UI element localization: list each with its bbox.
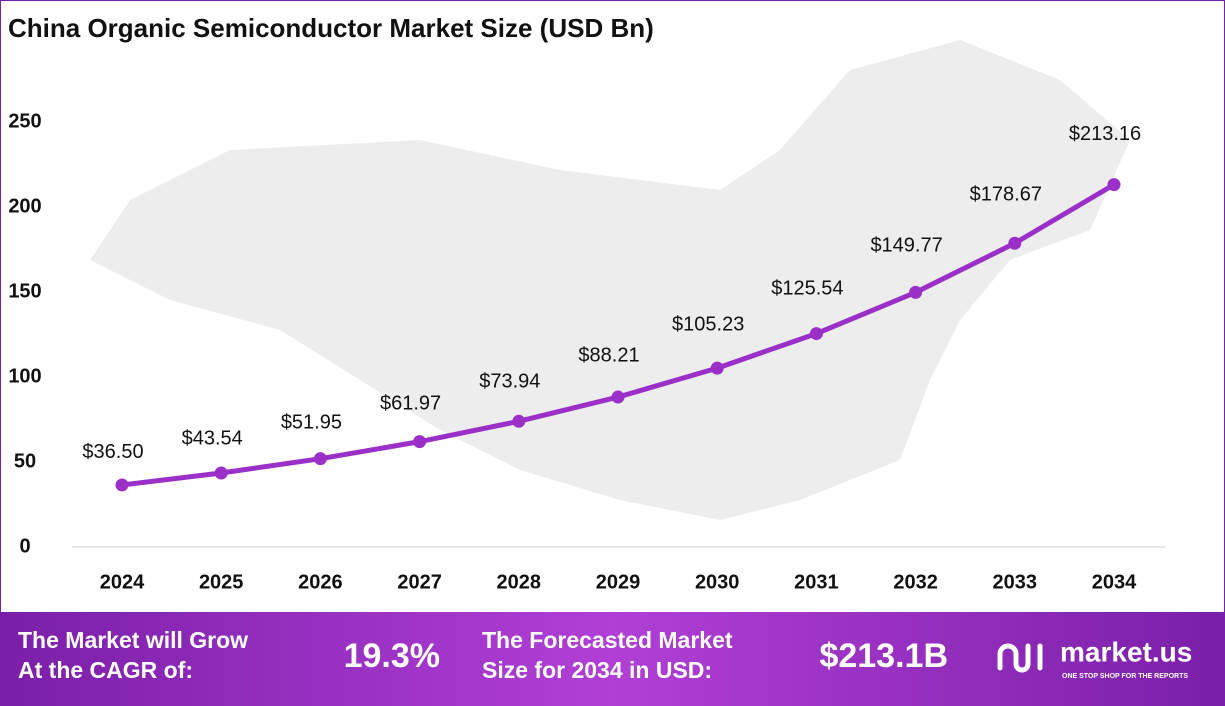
y-tick-label: 0 [19,535,30,557]
value-label: $178.67 [970,183,1042,205]
point [611,390,625,404]
cagr-value: 19.3% [344,637,440,675]
x-tick-label: 2034 [1092,571,1137,593]
point [313,452,327,466]
y-tick-label: 150 [8,280,41,302]
x-tick-label: 2028 [497,571,542,593]
forecast-label: Size for 2034 in USD: [482,657,712,683]
tagline: ONE STOP SHOP FOR THE REPORTS [1062,673,1188,680]
point [710,361,724,375]
value-label: $88.21 [578,344,639,366]
x-tick-label: 2025 [199,571,244,593]
value-label: $43.54 [182,427,243,449]
point [214,466,228,480]
point [512,414,526,428]
y-tick-label: 100 [8,365,41,387]
cagr-label: The Market will Grow [18,627,248,653]
point [909,285,923,299]
point [1008,236,1022,250]
brand-logo [997,643,1043,673]
value-label: $51.95 [281,411,342,433]
x-tick-label: 2027 [397,571,442,593]
value-label: $36.50 [82,441,143,463]
y-tick-label: 200 [8,195,41,217]
y-tick-label: 50 [14,450,36,472]
forecast-label: The Forecasted Market [482,627,733,653]
point [809,327,823,341]
x-tick-label: 2033 [993,571,1038,593]
value-label: $61.97 [380,393,441,415]
chart-title: China Organic Semiconductor Market Size … [8,13,654,43]
map-background [90,40,1130,520]
y-tick-label: 250 [8,110,41,132]
point [1107,178,1121,192]
x-tick-label: 2032 [893,571,938,593]
x-tick-label: 2026 [298,571,343,593]
point [413,435,427,449]
x-tick-label: 2029 [596,571,641,593]
value-label: $105.23 [672,314,744,336]
value-label: $125.54 [771,277,843,299]
brand: market.us [1060,636,1192,667]
value-label: $73.94 [479,370,540,392]
footer-band [0,612,1225,706]
value-label: $213.16 [1069,123,1141,145]
x-tick-label: 2030 [695,571,740,593]
value-label: $149.77 [870,234,942,256]
point [115,478,129,492]
cagr-label: At the CAGR of: [18,657,193,683]
forecast-value: $213.1B [819,637,948,675]
x-tick-label: 2031 [794,571,839,593]
x-tick-label: 2024 [100,571,145,593]
